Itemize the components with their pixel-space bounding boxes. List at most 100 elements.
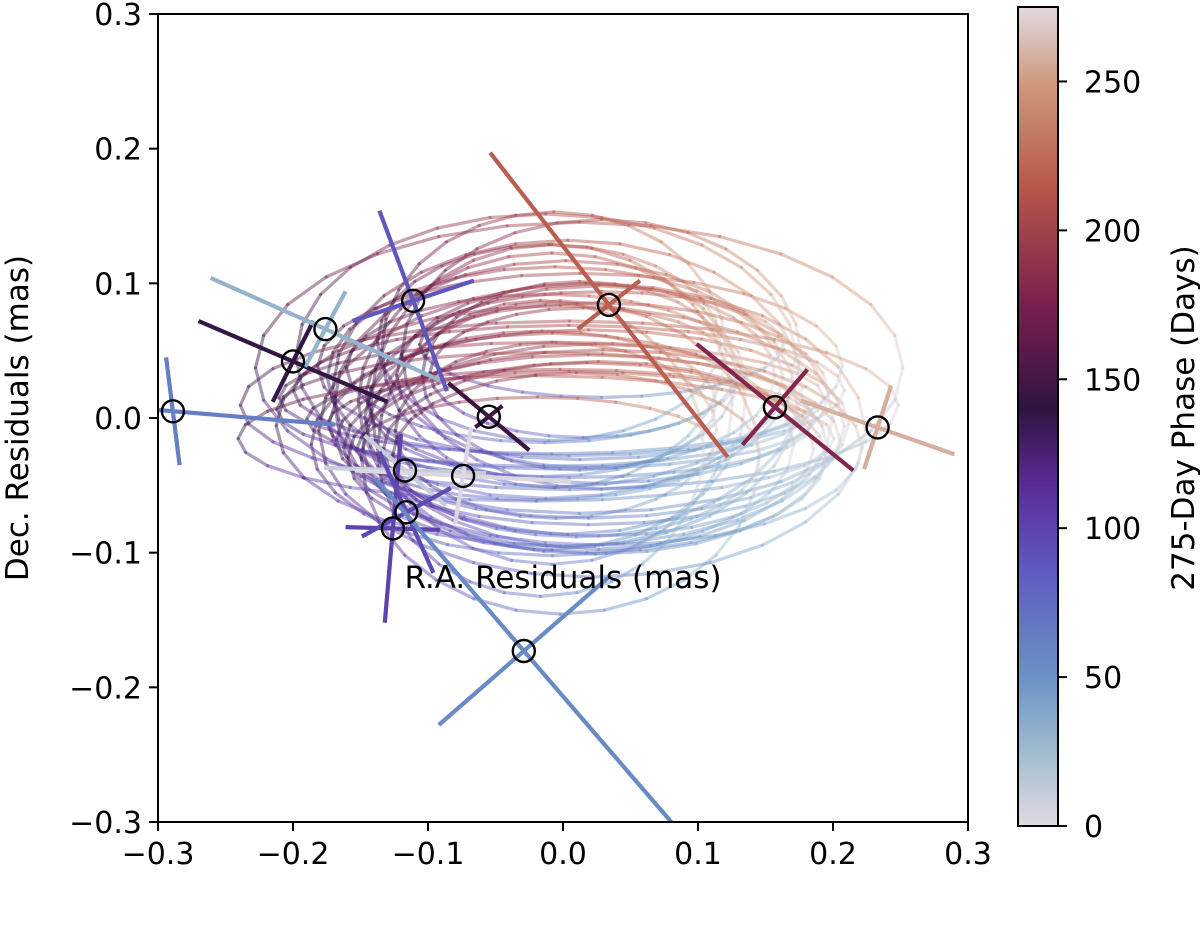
orbit-segment: [497, 331, 555, 338]
orbit-segment: [586, 353, 646, 359]
colorbar-tick-label: 100: [1084, 512, 1141, 547]
orbit-segment: [732, 413, 758, 435]
orbit-segment: [413, 413, 440, 435]
orbit-segment: [355, 435, 364, 451]
orbit-segment: [692, 280, 746, 296]
orbit-segment: [463, 531, 516, 545]
orbit-segment: [834, 467, 858, 492]
orbit-segment: [614, 400, 652, 410]
orbit-segment: [590, 472, 631, 486]
orbit-segment: [457, 493, 499, 501]
orbit-segment: [515, 307, 551, 316]
orbit-segment: [786, 395, 809, 410]
orbit-segment: [638, 540, 693, 552]
orbit-segment: [712, 438, 730, 476]
orbit-segment: [750, 432, 786, 447]
orbit-segment: [642, 514, 700, 525]
orbit-segment: [647, 312, 681, 324]
orbit-tracks: [236, 210, 905, 616]
orbit-segment: [785, 399, 807, 415]
orbit-segment: [590, 343, 628, 353]
orbit-segment: [785, 434, 807, 450]
orbit-segment: [629, 424, 671, 437]
orbit-segment: [530, 520, 590, 527]
orbit-segment: [741, 310, 767, 324]
orbit-segment: [724, 432, 743, 468]
orbit-segment: [742, 292, 787, 310]
orbit-segment: [740, 471, 758, 492]
orbit-segment: [466, 290, 506, 305]
orbit-segment: [424, 395, 440, 419]
orbit-segment: [662, 277, 695, 307]
orbit-segment: [466, 533, 511, 548]
orbit-segment: [550, 551, 608, 558]
orbit-segment: [281, 451, 306, 480]
orbit-segment: [567, 369, 625, 375]
orbit-segment: [417, 434, 449, 460]
orbit-segment: [653, 264, 685, 284]
orbit-segment: [266, 464, 305, 480]
orbit-segment: [409, 402, 435, 421]
orbit-segment: [676, 300, 705, 319]
orbit-segment: [835, 424, 846, 455]
orbit-segment: [342, 446, 352, 471]
orbit-segment: [463, 262, 516, 277]
orbit-segment: [387, 409, 407, 431]
orbit-segment: [710, 402, 718, 422]
orbit-segment: [816, 383, 827, 400]
orbit-segment: [802, 450, 829, 468]
orbit-segment: [802, 470, 824, 497]
orbit-segment: [466, 445, 506, 460]
orbit-segment: [835, 374, 847, 393]
orbit-segment: [398, 381, 440, 400]
orbit-segment: [437, 497, 509, 512]
orbit-segment: [615, 429, 652, 438]
orbit-segment: [716, 448, 760, 460]
orbit-segment: [392, 279, 417, 302]
orbit-segment: [734, 514, 776, 533]
orbit-segment: [509, 242, 554, 250]
orbit-segment: [577, 220, 653, 228]
orbit-segment: [451, 297, 499, 317]
orbit-segment: [373, 414, 398, 428]
orbit-segment: [514, 299, 562, 307]
orbit-segment: [454, 268, 506, 280]
orbit-segment: [600, 493, 667, 502]
orbit-segment: [426, 352, 486, 360]
orbit-segment: [787, 323, 798, 358]
orbit-segment: [437, 527, 475, 551]
orbit-segment: [451, 518, 499, 538]
orbit-segment: [337, 418, 358, 453]
orbit-segment: [448, 368, 506, 376]
orbit-segment: [552, 210, 594, 217]
orbit-segment: [383, 433, 408, 451]
orbit-segment: [284, 372, 308, 388]
orbit-segment: [309, 442, 319, 471]
orbit-segment: [794, 352, 805, 389]
orbit-segment: [699, 337, 753, 352]
orbit-segment: [744, 464, 776, 495]
orbit-segment: [238, 384, 251, 407]
orbit-segment: [418, 331, 426, 347]
orbit-segment: [538, 590, 579, 598]
orbit-segment: [814, 385, 838, 409]
orbit-segment: [380, 362, 396, 387]
orbit-segment: [486, 295, 525, 305]
orbit-segment: [642, 355, 700, 365]
orbit-segment: [550, 544, 597, 552]
orbit-segment: [315, 467, 337, 495]
orbit-segment: [755, 268, 783, 298]
orbit-segment: [668, 456, 720, 466]
orbit-segment: [590, 213, 631, 228]
orbit-segment: [824, 422, 836, 441]
orbit-segment: [760, 520, 808, 547]
orbit-segment: [681, 315, 739, 334]
orbit-segment: [322, 385, 346, 409]
orbit-segment: [316, 344, 326, 368]
orbit-segment: [869, 303, 897, 337]
orbit-segment: [412, 512, 453, 533]
orbit-segment: [724, 247, 760, 272]
orbit-segment: [395, 439, 451, 451]
orbit-segment: [720, 476, 771, 490]
orbit-segment: [785, 442, 796, 471]
